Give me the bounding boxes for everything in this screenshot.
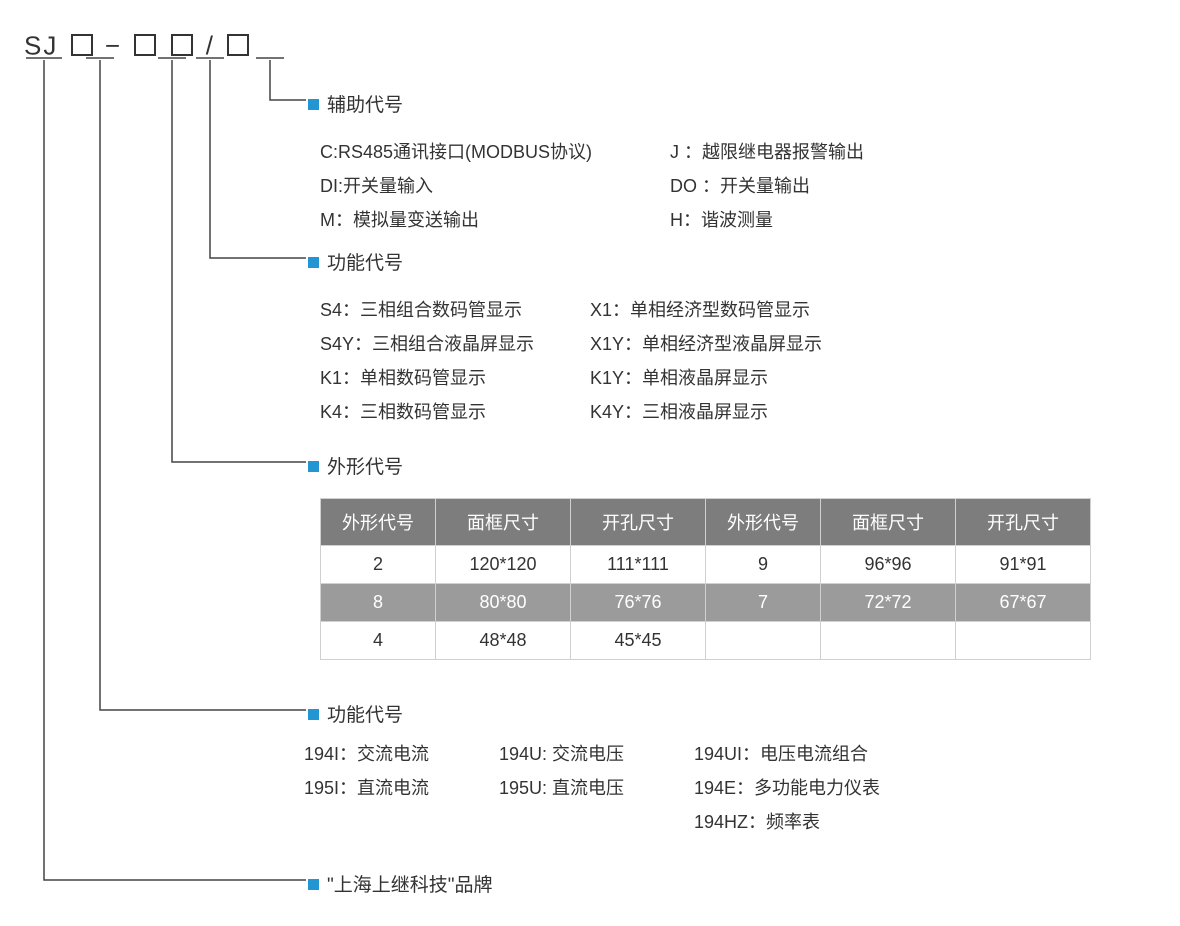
func2-item: 194UI：电压电流组合: [694, 737, 868, 771]
bullet-icon: [308, 879, 319, 890]
aux-item: DO ：开关量输出: [670, 169, 810, 203]
code-pattern: SJ − /: [24, 28, 252, 61]
table-header: 面框尺寸: [821, 499, 956, 546]
table-cell: 67*67: [956, 584, 1091, 622]
shape-table: 外形代号 面框尺寸 开孔尺寸 外形代号 面框尺寸 开孔尺寸 2 120*120 …: [320, 498, 1091, 660]
code-box-3: [171, 34, 193, 56]
func2-item: 194U: 交流电压: [499, 737, 694, 771]
table-header: 开孔尺寸: [571, 499, 706, 546]
func-item: K4Y：三相液晶屏显示: [590, 395, 768, 429]
table-cell: [956, 622, 1091, 660]
section-title-func2: 功能代号: [327, 705, 403, 726]
table-cell: 80*80: [436, 584, 571, 622]
section-function-code: 功能代号 S4：三相组合数码管显示X1：单相经济型数码管显示 S4Y：三相组合液…: [308, 248, 822, 429]
table-cell: [821, 622, 956, 660]
aux-item: C:RS485通讯接口(MODBUS协议): [320, 135, 670, 169]
aux-item: M：模拟量变送输出: [320, 203, 670, 237]
table-cell: 96*96: [821, 546, 956, 584]
table-cell: 76*76: [571, 584, 706, 622]
section-title-func: 功能代号: [327, 253, 403, 274]
bullet-icon: [308, 99, 319, 110]
code-slash: /: [206, 30, 215, 60]
table-cell: 91*91: [956, 546, 1091, 584]
table-row: 2 120*120 111*111 9 96*96 91*91: [321, 546, 1091, 584]
section-title-brand: "上海上继科技"品牌: [327, 875, 493, 896]
func-item: K1：单相数码管显示: [320, 361, 590, 395]
section-brand: "上海上继科技"品牌: [308, 870, 493, 897]
shape-table-wrap: 外形代号 面框尺寸 开孔尺寸 外形代号 面框尺寸 开孔尺寸 2 120*120 …: [320, 498, 1091, 660]
code-box-1: [71, 34, 93, 56]
table-cell: 2: [321, 546, 436, 584]
table-cell: 9: [706, 546, 821, 584]
section-function-code-2: 功能代号 194I：交流电流194U: 交流电压194UI：电压电流组合 195…: [308, 700, 880, 839]
func2-item: 195I：直流电流: [304, 771, 499, 805]
section-title-shape: 外形代号: [327, 457, 403, 478]
func2-item: [499, 805, 694, 839]
code-dash: −: [105, 30, 122, 60]
section-auxiliary-code: 辅助代号 C:RS485通讯接口(MODBUS协议)J ：越限继电器报警输出 D…: [308, 90, 864, 237]
table-header: 外形代号: [321, 499, 436, 546]
table-cell: 111*111: [571, 546, 706, 584]
code-box-2: [134, 34, 156, 56]
bullet-icon: [308, 257, 319, 268]
table-cell: 120*120: [436, 546, 571, 584]
bullet-icon: [308, 461, 319, 472]
func2-item: 194E：多功能电力仪表: [694, 771, 880, 805]
table-row: 8 80*80 76*76 7 72*72 67*67: [321, 584, 1091, 622]
table-cell: 7: [706, 584, 821, 622]
func-item: S4：三相组合数码管显示: [320, 293, 590, 327]
table-row: 4 48*48 45*45: [321, 622, 1091, 660]
code-prefix: SJ: [24, 30, 58, 60]
func2-item: [304, 805, 499, 839]
table-cell: 48*48: [436, 622, 571, 660]
func-item: X1Y：单相经济型液晶屏显示: [590, 327, 822, 361]
func2-item: 194HZ：频率表: [694, 805, 820, 839]
table-cell: 72*72: [821, 584, 956, 622]
aux-item: DI:开关量输入: [320, 169, 670, 203]
table-cell: [706, 622, 821, 660]
table-cell: 4: [321, 622, 436, 660]
code-box-4: [227, 34, 249, 56]
table-header: 面框尺寸: [436, 499, 571, 546]
aux-item: H：谐波测量: [670, 203, 773, 237]
section-title-aux: 辅助代号: [327, 95, 403, 116]
func-item: X1：单相经济型数码管显示: [590, 293, 810, 327]
bullet-icon: [308, 709, 319, 720]
func-item: S4Y：三相组合液晶屏显示: [320, 327, 590, 361]
table-header: 外形代号: [706, 499, 821, 546]
func2-item: 195U: 直流电压: [499, 771, 694, 805]
aux-item: J ：越限继电器报警输出: [670, 135, 864, 169]
table-cell: 45*45: [571, 622, 706, 660]
func-item: K4：三相数码管显示: [320, 395, 590, 429]
func-item: K1Y：单相液晶屏显示: [590, 361, 768, 395]
section-shape-code: 外形代号: [308, 452, 403, 479]
table-header: 开孔尺寸: [956, 499, 1091, 546]
table-cell: 8: [321, 584, 436, 622]
func2-item: 194I：交流电流: [304, 737, 499, 771]
